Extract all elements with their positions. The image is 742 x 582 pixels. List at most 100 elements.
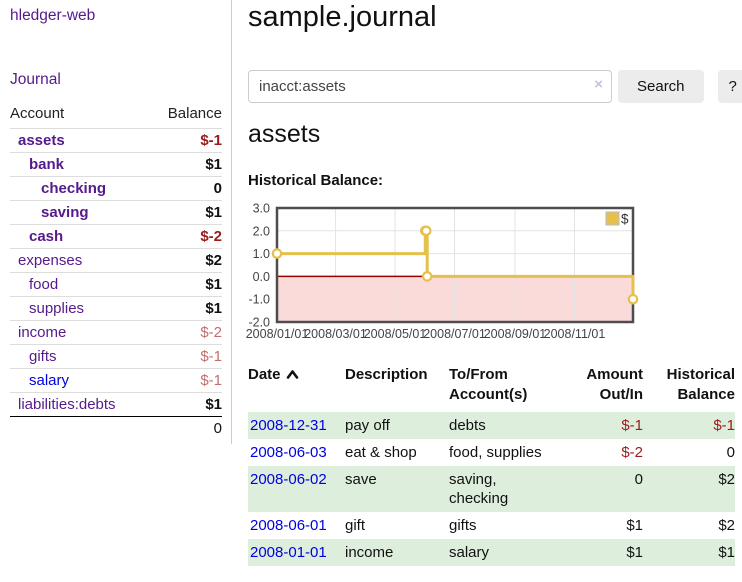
transaction-balance: $2: [718, 517, 735, 534]
transaction-balance: $-1: [713, 417, 735, 434]
account-row: bank $1: [10, 152, 222, 177]
account-row: saving $1: [10, 200, 222, 225]
sidebar-account-link[interactable]: gifts: [29, 348, 57, 365]
transaction-date-link[interactable]: 2008-12-31: [250, 417, 327, 434]
transaction-accounts: salary: [449, 544, 490, 561]
data-point-marker: [420, 225, 432, 237]
register-header-description: Description: [345, 366, 428, 383]
clear-search-icon[interactable]: ×: [594, 76, 603, 93]
y-axis-tick-label: 1.0: [253, 247, 270, 261]
historical-balance-chart[interactable]: $3.0 2.0 1.0 0.0 -1.0 -2.0 2008/01/01 2008/03/0…: [240, 202, 640, 342]
transaction-amount: 0: [634, 471, 643, 488]
sidebar-item-journal[interactable]: Journal: [10, 71, 61, 88]
account-name-cell: salary: [10, 369, 150, 393]
transaction-accounts: food, supplies: [449, 444, 542, 461]
sidebar-account-link[interactable]: saving: [41, 204, 89, 221]
account-balance: $-2: [200, 324, 222, 341]
register-row: 2008-06-03 eat & shop food, supplies $-2 0: [248, 439, 735, 466]
transaction-description: eat & shop: [345, 444, 417, 461]
sidebar-account-link[interactable]: food: [29, 276, 59, 293]
account-row: assets $-1: [10, 128, 222, 153]
sidebar-account-link[interactable]: salary: [29, 372, 70, 389]
app-title-link[interactable]: hledger-web: [10, 7, 96, 24]
register-header-date-label: Date: [248, 366, 281, 383]
register-row: 2008-06-02 save saving, checking 0 $2: [248, 466, 735, 512]
account-name-cell: expenses: [10, 249, 150, 273]
transaction-amount: $-1: [621, 417, 643, 434]
transaction-description: pay off: [345, 417, 390, 434]
sidebar-account-link[interactable]: liabilities:debts: [18, 396, 116, 413]
search-help-button[interactable]: ?: [717, 70, 742, 103]
transaction-accounts: debts: [449, 417, 486, 434]
account-name-cell: food: [10, 273, 150, 297]
sidebar-account-link[interactable]: cash: [29, 228, 64, 245]
accounts-total-spacer: [10, 416, 151, 440]
y-axis-tick-label: -2.0: [248, 316, 270, 330]
search-button[interactable]: Search: [618, 70, 704, 103]
y-axis-tick-label: 0.0: [253, 270, 270, 284]
transaction-date-link[interactable]: 2008-06-01: [250, 517, 327, 534]
register-header-balance: Historical Balance: [666, 366, 735, 403]
chart-canvas[interactable]: $3.0 2.0 1.0 0.0 -1.0 -2.02008/01/012008/03/0…: [240, 202, 640, 342]
account-name-cell: supplies: [10, 297, 150, 321]
sidebar-account-link[interactable]: expenses: [18, 252, 83, 269]
sidebar: hledger-web Journal Account Balance asse…: [0, 0, 232, 444]
account-name-cell: gifts: [10, 345, 150, 369]
transaction-date-cell: 2008-01-01: [248, 539, 345, 566]
data-point-marker: [627, 293, 639, 305]
account-balance: $1: [205, 396, 222, 413]
accounts-header-balance: Balance: [167, 105, 222, 122]
transaction-date-link[interactable]: 2008-01-01: [250, 544, 327, 561]
register-row: 2008-01-01 income salary $1 $1: [248, 539, 735, 566]
app-title: hledger-web: [10, 7, 95, 25]
register-table: Date Description To/From Account(s) Amou…: [248, 363, 735, 566]
account-row: salary $-1: [10, 368, 222, 393]
register-header-date[interactable]: Date: [248, 363, 345, 412]
account-balance: $2: [205, 252, 222, 269]
data-point-marker: [421, 271, 433, 282]
account-name-cell: assets: [10, 129, 150, 153]
y-axis-tick-label: -1.0: [248, 293, 270, 307]
y-axis-tick-label: 3.0: [253, 202, 270, 216]
sidebar-nav: Journal: [10, 71, 61, 89]
transaction-date-cell: 2008-12-31: [248, 412, 345, 439]
x-axis-tick-label: 2008/01/01: [246, 327, 309, 341]
page-title: sample.journal: [248, 1, 437, 33]
account-balance: $-1: [200, 348, 222, 365]
sidebar-account-link[interactable]: supplies: [29, 300, 85, 317]
accounts-header-account: Account: [10, 105, 65, 122]
sidebar-account-link[interactable]: assets: [18, 132, 65, 149]
x-axis-tick-label: 2008/07/01: [423, 327, 486, 341]
account-balance: $-2: [200, 228, 222, 245]
account-name-cell: saving: [10, 201, 150, 225]
transaction-amount: $1: [626, 517, 643, 534]
account-name-cell: checking: [10, 177, 150, 201]
transaction-date-link[interactable]: 2008-06-02: [250, 471, 327, 488]
account-row: cash $-2: [10, 224, 222, 249]
sidebar-account-link[interactable]: checking: [41, 180, 107, 197]
accounts-header-row: Account Balance: [10, 101, 222, 129]
transaction-description: gift: [345, 517, 366, 534]
register-header-amount: Amount Out/In: [586, 366, 643, 403]
legend-swatch: [605, 211, 620, 226]
register-row: 2008-06-01 gift gifts $1 $2: [248, 512, 735, 539]
accounts-total-value: 0: [150, 416, 222, 440]
transaction-date-cell: 2008-06-03: [248, 439, 345, 466]
search-bar: × Search ?: [248, 70, 742, 103]
account-balance: $-1: [200, 132, 222, 149]
x-axis-tick-label: 2008/03/01: [304, 327, 367, 341]
search-input[interactable]: [248, 70, 612, 103]
register-row: 2008-12-31 pay off debts $-1 $-1: [248, 412, 735, 439]
account-row: supplies $1: [10, 296, 222, 321]
main-content: sample.journal × Search ? assets Histori…: [246, 0, 742, 582]
account-row: income $-2: [10, 320, 222, 345]
sidebar-account-link[interactable]: bank: [29, 156, 65, 173]
account-balance: $1: [205, 204, 222, 221]
account-balance: $1: [205, 276, 222, 293]
transaction-balance: $2: [718, 471, 735, 488]
account-row: gifts $-1: [10, 344, 222, 369]
transaction-date-link[interactable]: 2008-06-03: [250, 444, 327, 461]
transaction-date-cell: 2008-06-02: [248, 466, 345, 512]
sidebar-account-link[interactable]: income: [18, 324, 67, 341]
